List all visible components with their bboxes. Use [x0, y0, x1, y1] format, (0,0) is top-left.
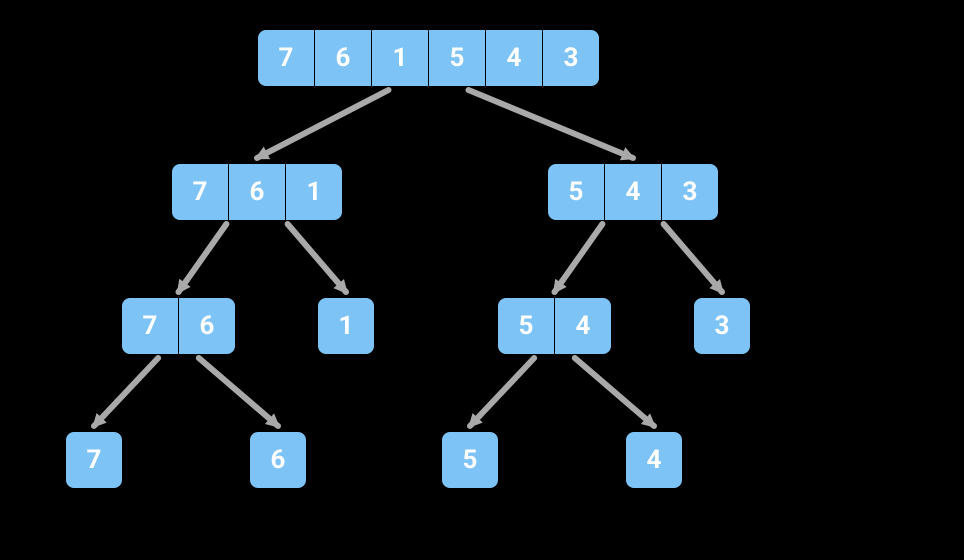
array-cell: 5 — [548, 164, 604, 220]
tree-edge — [288, 224, 346, 292]
tree-edge — [199, 358, 278, 426]
array-cell: 4 — [605, 164, 661, 220]
array-cell: 7 — [172, 164, 228, 220]
array-node: 54 — [498, 298, 611, 354]
array-node: 761 — [172, 164, 342, 220]
array-cell: 1 — [318, 298, 374, 354]
array-cell: 3 — [543, 30, 599, 86]
array-cell: 5 — [429, 30, 485, 86]
array-cell: 3 — [694, 298, 750, 354]
array-node: 7 — [66, 432, 122, 488]
array-cell: 1 — [286, 164, 342, 220]
array-cell: 5 — [442, 432, 498, 488]
array-cell: 7 — [66, 432, 122, 488]
array-node: 4 — [626, 432, 682, 488]
array-cell: 3 — [662, 164, 718, 220]
array-cell: 4 — [626, 432, 682, 488]
tree-edge — [555, 224, 603, 292]
array-cell: 6 — [229, 164, 285, 220]
array-node: 6 — [250, 432, 306, 488]
tree-edge — [179, 224, 227, 292]
array-cell: 4 — [486, 30, 542, 86]
array-cell: 7 — [258, 30, 314, 86]
array-cell: 6 — [250, 432, 306, 488]
tree-edge — [575, 358, 654, 426]
merge-sort-tree: 7615437615437615437654 — [0, 0, 964, 560]
array-node: 1 — [318, 298, 374, 354]
tree-edge — [469, 90, 634, 158]
array-cell: 6 — [315, 30, 371, 86]
array-node: 5 — [442, 432, 498, 488]
array-cell: 1 — [372, 30, 428, 86]
tree-edge — [257, 90, 389, 158]
array-node: 543 — [548, 164, 718, 220]
array-node: 761543 — [258, 30, 599, 86]
array-cell: 6 — [179, 298, 235, 354]
tree-edge — [664, 224, 722, 292]
tree-edge — [470, 358, 534, 426]
array-cell: 4 — [555, 298, 611, 354]
array-node: 3 — [694, 298, 750, 354]
array-cell: 7 — [122, 298, 178, 354]
tree-edge — [94, 358, 158, 426]
array-node: 76 — [122, 298, 235, 354]
array-cell: 5 — [498, 298, 554, 354]
